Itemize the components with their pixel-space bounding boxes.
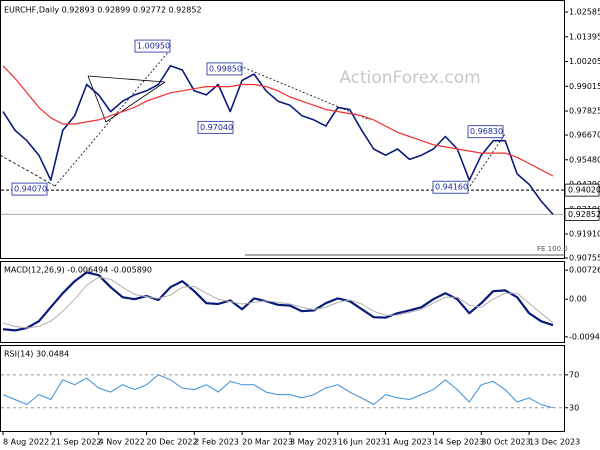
support-label-box bbox=[564, 183, 600, 197]
y-tick-label: 0.90755 bbox=[569, 254, 600, 263]
y-tick-label: 30 bbox=[569, 403, 579, 412]
rsi-title: RSI(14) 30.0484 bbox=[4, 350, 69, 359]
annotation-box bbox=[206, 62, 243, 76]
y-tick-label: 1.02585 bbox=[569, 8, 600, 17]
fe-label: FE 100.0 bbox=[537, 245, 568, 253]
watermark: ActionForex.com bbox=[339, 68, 480, 88]
y-tick-label: 0.99015 bbox=[569, 82, 600, 91]
y-tick-label: 0.00 bbox=[569, 295, 587, 304]
annotation-box bbox=[432, 180, 469, 194]
y-tick-label: 1.01395 bbox=[569, 32, 600, 41]
last-price-label-box bbox=[564, 208, 600, 221]
y-tick-label: 0.007266 bbox=[569, 266, 600, 275]
x-tick-label: 30 Oct 2023 bbox=[481, 438, 530, 447]
x-tick-label: 14 Sep 2023 bbox=[433, 438, 484, 447]
x-tick-label: 21 Sep 2022 bbox=[51, 438, 102, 447]
x-tick-label: 3 May 2023 bbox=[290, 438, 337, 447]
rsi-panel bbox=[0, 345, 565, 432]
x-tick-label: 13 Dec 2023 bbox=[529, 438, 580, 447]
annotation-label: 0.94160 bbox=[435, 183, 468, 192]
x-tick-label: 8 Aug 2022 bbox=[3, 438, 49, 447]
triangle-edge bbox=[87, 75, 107, 123]
y-tick-label: 0.95480 bbox=[569, 155, 600, 164]
x-tick-label: 16 Jun 2023 bbox=[338, 438, 386, 447]
macd-title: MACD(12,26,9) -0.006494 -0.005890 bbox=[4, 266, 152, 275]
y-tick-label: 0.97825 bbox=[569, 107, 600, 116]
x-tick-label: 2 Feb 2023 bbox=[194, 438, 239, 447]
trend-line bbox=[469, 133, 506, 187]
main-panel bbox=[0, 0, 565, 259]
y-tick-label: -0.009423 bbox=[569, 332, 600, 341]
y-tick-label: 0.91910 bbox=[569, 229, 600, 238]
x-tick-label: 20 Mar 2023 bbox=[242, 438, 293, 447]
x-tick-label: 20 Dec 2022 bbox=[146, 438, 197, 447]
x-tick-label: 1 Aug 2023 bbox=[386, 438, 432, 447]
annotation-label: 0.99850 bbox=[209, 64, 242, 73]
annotation-box bbox=[134, 39, 171, 53]
y-tick-label: 0.96670 bbox=[569, 131, 600, 140]
support-label: 0.94020 bbox=[568, 186, 600, 195]
series-line bbox=[2, 276, 554, 329]
series-line bbox=[2, 374, 554, 409]
macd-panel bbox=[0, 261, 565, 343]
annotation-label: 1.00950 bbox=[137, 42, 170, 51]
annotation-label: 0.97040 bbox=[200, 123, 233, 132]
triangle-edge bbox=[87, 75, 166, 83]
drawings bbox=[0, 49, 506, 187]
y-tick-label: 70 bbox=[569, 370, 579, 379]
x-tick-label: 4 Nov 2022 bbox=[99, 438, 145, 447]
annotation-label: 0.96830 bbox=[470, 127, 503, 136]
series-line bbox=[2, 271, 554, 332]
trend-line bbox=[0, 154, 56, 187]
trend-line bbox=[239, 65, 371, 121]
series-line bbox=[2, 65, 554, 215]
chart-title: EURCHF,Daily 0.92893 0.92899 0.92772 0.9… bbox=[4, 6, 202, 15]
trend-line bbox=[54, 49, 171, 187]
annotation-box bbox=[11, 182, 48, 196]
annotation-box bbox=[197, 120, 234, 134]
annotation-label: 0.94070 bbox=[14, 185, 47, 194]
series-line bbox=[2, 65, 554, 177]
last-price-label: 0.92852 bbox=[568, 210, 600, 219]
annotation-box bbox=[467, 125, 504, 139]
triangle-edge bbox=[105, 81, 166, 123]
y-tick-label: 1.00205 bbox=[569, 57, 600, 66]
